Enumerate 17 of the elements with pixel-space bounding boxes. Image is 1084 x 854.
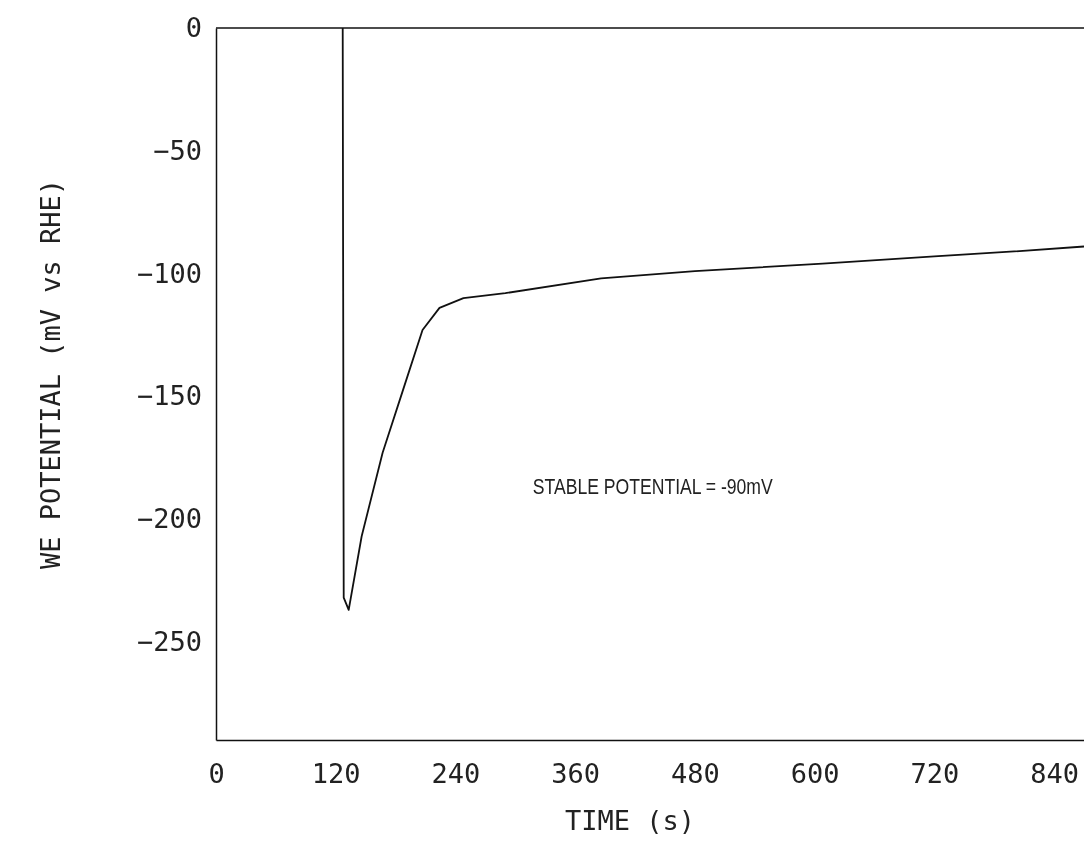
x-tick-label: 840 xyxy=(1030,758,1079,790)
y-tick-label: 0 xyxy=(185,12,202,44)
y-tick-label: −200 xyxy=(136,503,202,535)
y-tick-label: −250 xyxy=(136,625,202,657)
x-tick-label: 600 xyxy=(790,758,840,790)
x-tick-label: 0 xyxy=(208,758,225,790)
x-tick-label: 480 xyxy=(671,758,720,790)
x-tick-label: 720 xyxy=(910,758,960,790)
annotation: STABLE POTENTIAL = -90mV xyxy=(532,474,774,499)
x-axis-title: TIME (s) xyxy=(564,805,696,836)
y-tick-label: −100 xyxy=(136,257,202,289)
x-tick-label: 360 xyxy=(551,758,601,790)
y-axis-title: WE POTENTIAL (mV vs RHE) xyxy=(35,178,66,570)
x-tick-label: 240 xyxy=(431,758,481,790)
x-tick-label: 120 xyxy=(311,758,361,790)
y-tick-label: −50 xyxy=(153,134,202,166)
y-tick-label: −150 xyxy=(136,380,202,412)
